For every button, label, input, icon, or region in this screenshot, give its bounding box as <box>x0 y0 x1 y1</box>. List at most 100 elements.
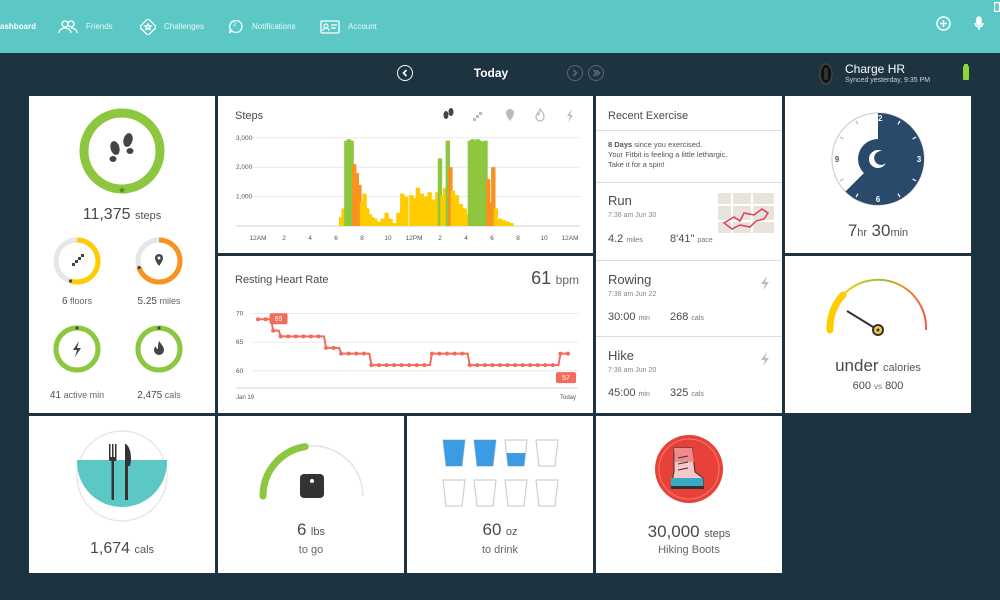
voice-button[interactable] <box>974 16 984 36</box>
nav-notifications-label: Notifications <box>252 22 296 31</box>
steps-bar <box>458 203 463 226</box>
stat-distance[interactable]: 5.25 miles <box>134 236 184 307</box>
calorie-gauge <box>826 278 928 336</box>
exercise-hike[interactable]: Hike 7:38 am Jun 20 45:00 min 325 cals <box>596 336 782 413</box>
weight-value: 6 <box>297 520 307 539</box>
calorie-balance-tile[interactable]: under calories 600 vs 800 <box>785 256 971 413</box>
exercise-rowing[interactable]: Rowing 7:38 am Jun 22 30:00 min 268 cals <box>596 260 782 336</box>
steps-bar <box>445 140 450 226</box>
nav-notifications[interactable]: 2 Notifications <box>228 0 296 53</box>
min-flag <box>556 372 576 384</box>
exercise-stat2: 325 <box>670 387 689 399</box>
window-control[interactable] <box>993 0 1000 17</box>
calorie-status-unit: calories <box>883 362 921 374</box>
nav-friends[interactable]: Friends <box>58 0 113 53</box>
chevron-left-icon <box>402 69 408 77</box>
food-plate <box>76 430 168 522</box>
steps-bar <box>462 208 467 226</box>
device-name[interactable]: Charge HR <box>845 62 906 76</box>
water-glass[interactable] <box>534 438 560 468</box>
nav-dashboard[interactable]: ashboard <box>0 0 36 53</box>
food-tile[interactable]: 1,674 cals <box>29 416 215 573</box>
x-tick-label: 6 <box>334 235 338 242</box>
exercise-run[interactable]: Run 7:38 am Jun 30 4.2 miles 8'41" pace <box>596 182 782 260</box>
steps-bar <box>423 196 428 226</box>
water-value: 60 <box>482 520 502 539</box>
water-glass[interactable] <box>472 438 498 468</box>
tracker-device-icon[interactable] <box>815 62 837 86</box>
activity-summary-tile[interactable]: ★ 11,375 steps 6 floors 5.25 miles 41 ac… <box>29 96 215 413</box>
badge-value: 30,000 <box>647 522 700 541</box>
heart-rate-point <box>550 363 555 368</box>
add-button[interactable] <box>936 16 951 36</box>
previous-day-button[interactable] <box>397 65 413 81</box>
water-glass[interactable] <box>534 478 560 508</box>
heart-rate-point <box>460 351 465 356</box>
next-day-button[interactable] <box>567 65 583 81</box>
nav-account[interactable]: Account <box>320 0 377 53</box>
clock-tick <box>839 136 844 140</box>
max-label: 69 <box>275 316 283 323</box>
weight-tile[interactable]: 6 lbs to go <box>218 416 404 573</box>
water-tile[interactable]: 60 oz to drink <box>407 416 593 573</box>
jump-to-today-button[interactable] <box>588 65 604 81</box>
steps-bar <box>352 164 357 226</box>
exercise-name: Hike <box>608 348 635 363</box>
steps-bar <box>372 218 378 226</box>
stat-calories[interactable]: 2,475 cals <box>134 324 184 401</box>
stat-floors[interactable]: 6 floors <box>52 236 102 307</box>
map-thumbnail[interactable] <box>718 193 774 233</box>
progress-dot <box>137 265 141 270</box>
recent-exercise-tile[interactable]: Recent Exercise 8 Days since you exercis… <box>596 96 782 413</box>
steps-total: 11,375 steps <box>29 206 215 224</box>
water-to-drink: 60 oz <box>407 520 593 540</box>
exercise-date: 7:38 am Jun 30 <box>608 212 657 219</box>
x-tick-label: 12AM <box>562 235 579 242</box>
weight-progress-arc <box>259 443 364 500</box>
steps-bar <box>491 167 496 226</box>
steps-chart-title: Steps <box>235 110 264 122</box>
clock-label-9: 9 <box>835 155 840 164</box>
water-glass[interactable] <box>472 478 498 508</box>
heart-rate-current: 61 bpm <box>531 268 579 289</box>
water-glass[interactable] <box>503 438 529 468</box>
reminder-text-1: since you exercised. <box>632 140 703 149</box>
heart-rate-point <box>535 363 540 368</box>
x-tick-label: 2 <box>282 235 286 242</box>
sleep-hours-unit: hr <box>857 227 868 239</box>
steps-bar <box>485 178 491 226</box>
weight-sub: to go <box>298 544 324 556</box>
water-unit: oz <box>505 526 518 538</box>
nav-challenges[interactable]: Challenges <box>140 0 204 53</box>
recent-exercise-title: Recent Exercise <box>608 110 689 122</box>
heart-rate-unit: bpm <box>555 273 579 287</box>
clock-tick <box>897 193 901 198</box>
days-since-exercise: 8 Days <box>608 140 633 149</box>
exercise-stat2-unit: cals <box>691 315 704 322</box>
exercise-stat2-unit: pace <box>697 237 713 244</box>
steps-bar <box>435 192 440 226</box>
heart-rate-point <box>324 345 329 350</box>
sleep-tile[interactable]: 12 3 6 9 7hr 30min <box>785 96 971 253</box>
challenges-icon <box>140 18 156 35</box>
stat-active-minutes[interactable]: 41 active min <box>50 324 104 401</box>
heart-rate-tile[interactable]: Resting Heart Rate 61 bpm 70 65 60 Jan 19 To… <box>218 256 593 413</box>
water-glass[interactable] <box>441 438 467 468</box>
badge-tile[interactable]: 30,000 steps Hiking Boots <box>596 416 782 573</box>
calorie-status-label: under <box>835 356 879 375</box>
heart-rate-point <box>399 363 404 368</box>
heart-rate-point <box>497 363 502 368</box>
hiking-boot-icon <box>655 435 723 503</box>
water-glass[interactable] <box>441 478 467 508</box>
water-glass[interactable] <box>503 478 529 508</box>
steps-chart-tile[interactable]: Steps 3,000 2,000 1,000 12AM 2 4 6 8 10 12PM 2 4 6 8 1… <box>218 96 593 253</box>
food-value: 1,674 <box>89 540 131 557</box>
sleep-duration: 7hr 30min <box>785 221 971 241</box>
sleep-clock: 12 3 6 9 <box>831 112 925 206</box>
sleep-minutes: 30 <box>871 221 891 240</box>
steps-bar <box>465 214 470 226</box>
calories-unit: cals <box>164 390 181 400</box>
steps-bar <box>370 217 375 226</box>
flame-icon <box>154 341 164 355</box>
steps-unit: steps <box>134 210 162 222</box>
